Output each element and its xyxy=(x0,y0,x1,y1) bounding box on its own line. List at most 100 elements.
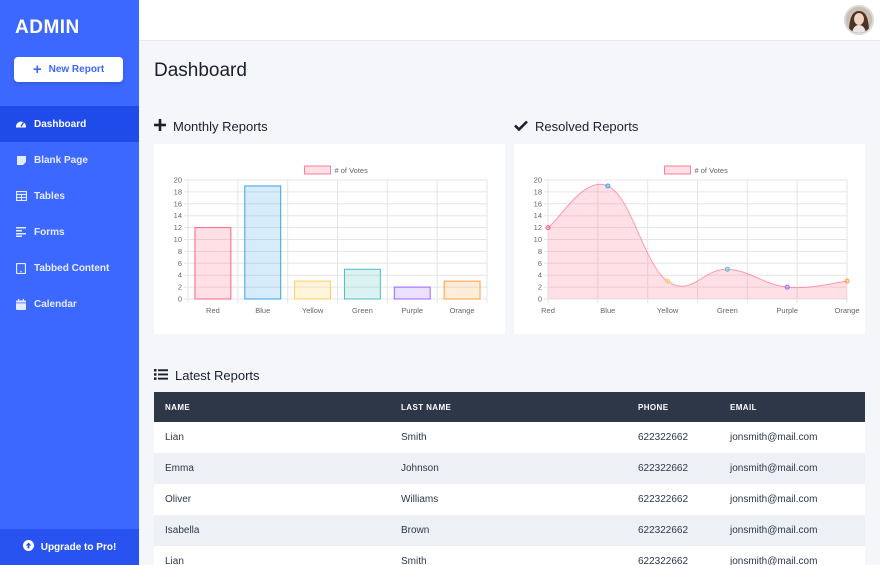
upgrade-button[interactable]: Upgrade to Pro! xyxy=(0,529,139,565)
sidebar-item-calendar[interactable]: Calendar xyxy=(0,286,139,322)
y-tick-label: 12 xyxy=(534,223,542,232)
cell-email: jonsmith@mail.com xyxy=(730,556,818,565)
page-title: Dashboard xyxy=(154,60,247,81)
monthly-reports-title: Monthly Reports xyxy=(173,119,268,134)
y-tick-label: 2 xyxy=(178,283,182,292)
y-tick-label: 2 xyxy=(538,283,542,292)
new-report-label: New Report xyxy=(48,64,105,75)
latest-reports-heading: Latest Reports xyxy=(154,368,260,383)
x-tick-label: Purple xyxy=(776,306,798,315)
avatar[interactable] xyxy=(844,5,874,35)
y-tick-label: 14 xyxy=(534,211,542,220)
cell-phone: 622322662 xyxy=(638,556,689,565)
table-row[interactable]: Isabella Brown 622322662 jonsmith@mail.c… xyxy=(154,515,865,546)
cell-email: jonsmith@mail.com xyxy=(730,525,818,536)
y-tick-label: 10 xyxy=(174,235,182,244)
cell-last-name: Smith xyxy=(401,556,427,565)
resolved-reports-title: Resolved Reports xyxy=(535,119,639,134)
plus-icon xyxy=(154,119,166,134)
legend-swatch xyxy=(304,165,331,175)
y-tick-label: 20 xyxy=(534,176,542,185)
sidebar-item-label: Dashboard xyxy=(34,118,87,130)
table-row[interactable]: Lian Smith 622322662 jonsmith@mail.com xyxy=(154,422,865,453)
align-left-icon xyxy=(15,226,27,238)
y-tick-label: 10 xyxy=(534,235,542,244)
column-header-email[interactable]: EMAIL xyxy=(730,402,757,412)
x-tick-label: Orange xyxy=(834,306,859,315)
data-point xyxy=(724,266,730,272)
sidebar-item-tabbed-content[interactable]: Tabbed Content xyxy=(0,250,139,286)
y-tick-label: 0 xyxy=(178,295,182,304)
legend-label: # of Votes xyxy=(695,166,729,175)
resolved-reports-heading: Resolved Reports xyxy=(514,119,638,134)
new-report-button[interactable]: + New Report xyxy=(14,57,123,82)
bar xyxy=(443,280,481,300)
cell-phone: 622322662 xyxy=(638,525,689,536)
sidebar-item-forms[interactable]: Forms xyxy=(0,214,139,250)
column-header-phone[interactable]: PHONE xyxy=(638,402,669,412)
cell-name: Emma xyxy=(165,463,194,474)
gauge-icon xyxy=(15,118,27,130)
sidebar-item-label: Blank Page xyxy=(34,154,88,166)
sidebar-item-label: Forms xyxy=(34,226,65,238)
y-tick-label: 8 xyxy=(538,247,542,256)
x-tick-label: Orange xyxy=(450,306,475,315)
cell-name: Lian xyxy=(165,556,184,565)
cell-last-name: Smith xyxy=(401,432,427,443)
sidebar-item-dashboard[interactable]: Dashboard xyxy=(0,106,139,142)
data-point xyxy=(784,284,790,290)
x-tick-label: Purple xyxy=(401,306,423,315)
cell-phone: 622322662 xyxy=(638,463,689,474)
sidebar-item-label: Calendar xyxy=(34,298,77,310)
monthly-reports-card: # of Votes 0 2 4 6 8 10 12 14 16 18 20 Red Blue Yellow… xyxy=(154,144,505,334)
sidebar-item-label: Tables xyxy=(34,190,65,202)
y-tick-label: 6 xyxy=(538,259,542,268)
check-icon xyxy=(514,119,528,134)
sticky-note-icon xyxy=(15,154,27,166)
cell-name: Isabella xyxy=(165,525,200,536)
y-tick-label: 4 xyxy=(178,271,182,280)
sidebar-item-blank-page[interactable]: Blank Page xyxy=(0,142,139,178)
cell-name: Lian xyxy=(165,432,184,443)
sidebar-item-tables[interactable]: Tables xyxy=(0,178,139,214)
tablet-icon xyxy=(15,262,27,274)
cell-phone: 622322662 xyxy=(638,494,689,505)
plus-icon: + xyxy=(32,61,42,78)
bar xyxy=(244,185,282,300)
x-tick-label: Green xyxy=(717,306,738,315)
cell-email: jonsmith@mail.com xyxy=(730,494,818,505)
y-tick-label: 8 xyxy=(178,247,182,256)
calendar-icon xyxy=(15,298,27,310)
bar xyxy=(194,227,232,300)
x-tick-label: Blue xyxy=(600,306,615,315)
series-line xyxy=(547,183,848,289)
column-header-name[interactable]: NAME xyxy=(165,402,191,412)
x-tick-label: Red xyxy=(541,306,555,315)
legend-swatch xyxy=(664,165,691,175)
list-icon xyxy=(154,368,168,383)
y-tick-label: 16 xyxy=(174,199,182,208)
latest-reports-title: Latest Reports xyxy=(175,368,260,383)
table-icon xyxy=(15,190,27,202)
data-point xyxy=(665,278,671,284)
table-row[interactable]: Emma Johnson 622322662 jonsmith@mail.com xyxy=(154,453,865,484)
cell-last-name: Johnson xyxy=(401,463,439,474)
sidebar-item-label: Tabbed Content xyxy=(34,262,110,274)
y-tick-label: 0 xyxy=(538,295,542,304)
brand-logo[interactable]: ADMIN xyxy=(15,17,80,38)
cell-phone: 622322662 xyxy=(638,432,689,443)
table-header-row: NAME LAST NAME PHONE EMAIL xyxy=(154,392,865,422)
table-row[interactable]: Oliver Williams 622322662 jonsmith@mail.… xyxy=(154,484,865,515)
table-row[interactable]: Lian Smith 622322662 jonsmith@mail.com xyxy=(154,546,865,565)
column-header-last-name[interactable]: LAST NAME xyxy=(401,402,452,412)
x-tick-label: Red xyxy=(206,306,220,315)
cell-last-name: Brown xyxy=(401,525,430,536)
x-tick-label: Yellow xyxy=(657,306,679,315)
legend-label: # of Votes xyxy=(335,166,369,175)
y-tick-label: 12 xyxy=(174,223,182,232)
series-area xyxy=(548,184,847,299)
upgrade-label: Upgrade to Pro! xyxy=(40,541,117,553)
cell-email: jonsmith@mail.com xyxy=(730,463,818,474)
y-tick-label: 18 xyxy=(534,187,542,196)
y-tick-label: 18 xyxy=(174,187,182,196)
